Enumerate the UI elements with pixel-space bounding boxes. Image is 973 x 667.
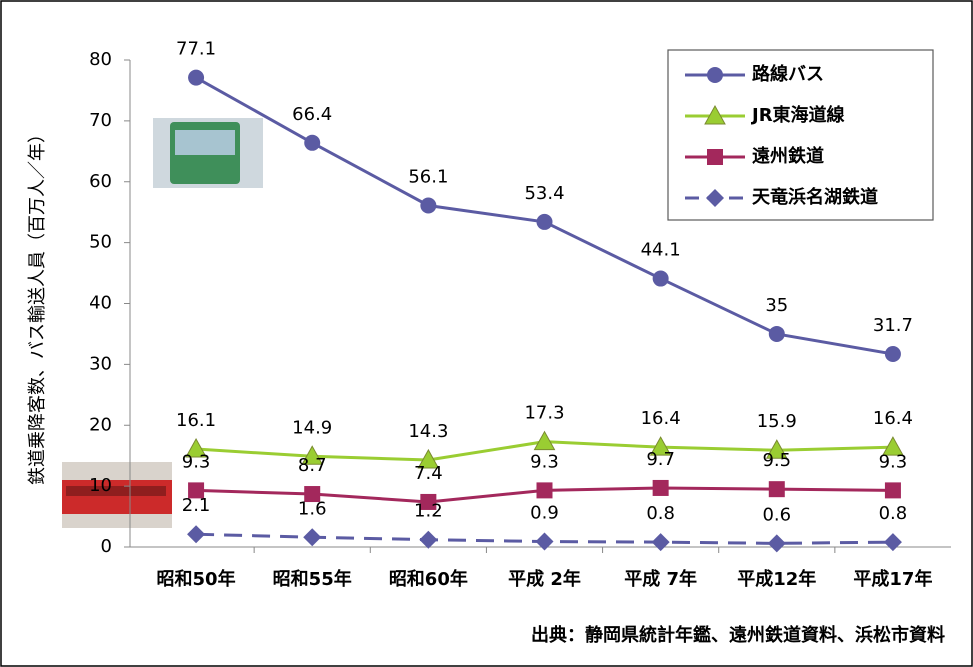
legend-label: JR東海道線 <box>750 104 845 126</box>
marker <box>304 135 320 151</box>
legend-label: 遠州鉄道 <box>752 145 824 167</box>
marker <box>769 326 785 342</box>
data-label: 77.1 <box>176 39 216 60</box>
bus-photo <box>153 118 263 188</box>
x-tick-label: 平成12年 <box>737 568 816 590</box>
data-label: 9.7 <box>646 449 675 470</box>
marker <box>420 197 436 213</box>
y-tick-label: 50 <box>89 232 112 253</box>
marker <box>885 346 901 362</box>
marker <box>653 480 669 496</box>
data-label: 1.2 <box>414 501 443 522</box>
y-tick-label: 10 <box>89 475 112 496</box>
data-label: 8.7 <box>298 455 327 476</box>
legend-label: 路線バス <box>752 63 824 85</box>
legend-label: 天竜浜名湖鉄道 <box>752 186 878 208</box>
data-label: 7.4 <box>414 463 443 484</box>
data-label: 53.4 <box>524 183 564 204</box>
x-tick-label: 昭和60年 <box>389 568 468 590</box>
data-label: 14.9 <box>292 417 332 438</box>
source-note: 出典：静岡県統計年鑑、遠州鉄道資料、浜松市資料 <box>531 624 945 646</box>
data-label: 9.3 <box>530 451 559 472</box>
y-tick-label: 80 <box>89 49 112 70</box>
data-label: 9.3 <box>182 451 211 472</box>
data-label: 16.1 <box>176 410 216 431</box>
data-label: 0.8 <box>879 503 908 524</box>
data-label: 9.3 <box>879 451 908 472</box>
data-label: 9.5 <box>762 450 791 471</box>
marker <box>188 70 204 86</box>
train-photo <box>62 462 172 528</box>
x-tick-label: 平成 2年 <box>508 568 581 590</box>
y-tick-label: 20 <box>89 414 112 435</box>
x-tick-label: 昭和50年 <box>157 568 236 590</box>
marker <box>885 482 901 498</box>
y-tick-label: 40 <box>89 293 112 314</box>
data-label: 35 <box>765 295 788 316</box>
x-tick-label: 平成17年 <box>853 568 932 590</box>
marker <box>707 67 723 83</box>
y-tick-label: 70 <box>89 110 112 131</box>
marker <box>537 482 553 498</box>
data-label: 16.4 <box>641 408 681 429</box>
marker <box>769 481 785 497</box>
data-label: 1.6 <box>298 498 327 519</box>
data-label: 16.4 <box>873 408 913 429</box>
data-label: 0.9 <box>530 503 559 524</box>
marker <box>537 214 553 230</box>
data-label: 66.4 <box>292 104 332 125</box>
x-tick-label: 平成 7年 <box>624 568 697 590</box>
x-tick-label: 昭和55年 <box>273 568 352 590</box>
y-tick-label: 30 <box>89 353 112 374</box>
data-label: 0.6 <box>762 504 791 525</box>
data-label: 17.3 <box>524 403 564 424</box>
chart: 鉄道乗降客数、バス輸送人員（百万人／年） 出典：静岡県統計年鑑、遠州鉄道資料、浜… <box>0 0 973 667</box>
data-label: 15.9 <box>757 411 797 432</box>
data-label: 14.3 <box>408 421 448 442</box>
data-label: 2.1 <box>182 495 211 516</box>
data-label: 56.1 <box>408 166 448 187</box>
data-label: 44.1 <box>641 240 681 261</box>
data-label: 31.7 <box>873 315 913 336</box>
marker <box>707 149 723 165</box>
data-label: 0.8 <box>646 503 675 524</box>
marker <box>653 271 669 287</box>
y-tick-label: 0 <box>101 536 112 557</box>
y-axis-label: 鉄道乗降客数、バス輸送人員（百万人／年） <box>27 125 48 485</box>
y-tick-label: 60 <box>89 171 112 192</box>
